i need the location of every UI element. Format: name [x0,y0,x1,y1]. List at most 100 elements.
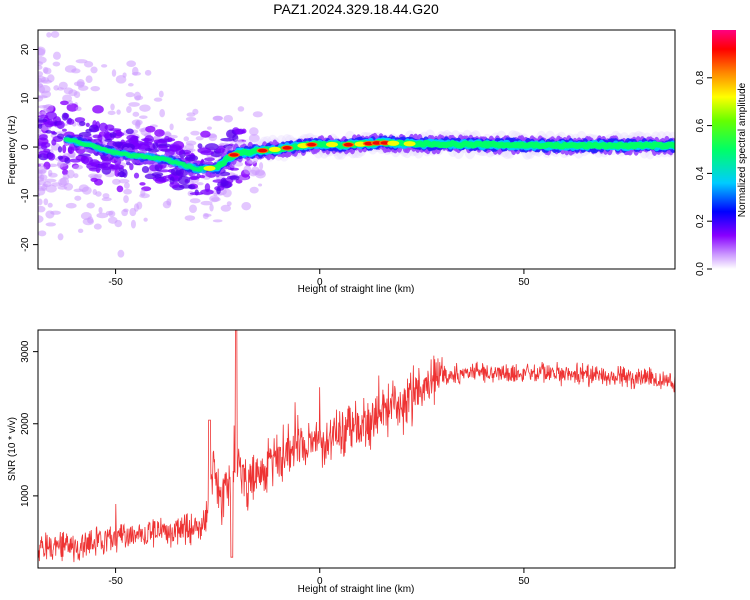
heatmap-cell-41 [258,183,263,187]
heatmap-cell-648 [129,163,134,171]
heatmap-cell-176 [66,103,79,112]
snr-series-line [38,330,675,563]
snr-x-label: Height of straight line (km) [298,584,415,595]
heatmap-cell-533 [45,111,57,121]
heatmap-cell-60 [184,215,196,221]
heatmap-cell-612 [158,145,168,152]
heatmap-cell-67 [126,60,137,68]
heatmap-cell-278 [189,198,201,204]
heatmap-cell-292 [244,159,253,167]
heatmap-cell-249 [92,105,104,114]
heatmap-cell-2034 [229,153,239,157]
heatmap-cell-199 [38,71,44,77]
snr-y-ticks: 1000 2000 3000 [20,340,38,507]
heatmap-cell-131 [46,32,52,38]
heatmap-cell-629 [47,121,55,126]
snr-y-tick-label: 1000 [20,484,31,507]
heatmap-cell-282 [38,230,47,237]
heatmap-cell-234 [48,172,58,178]
heatmap-cell-2053 [387,140,400,146]
snr-x-tick-label: 0 [317,576,323,587]
heatmap-cell-2054 [403,141,416,147]
heatmap-cell-313 [159,108,166,118]
heatmap-cell-229 [237,106,245,112]
spectrogram-x-tick-label: -50 [108,277,123,288]
heatmap-cell-324 [58,178,67,187]
heatmap-cell-566 [185,154,199,162]
heatmap-cell-107 [55,131,66,135]
heatmap-cell-574 [38,118,48,123]
heatmap-cell-555 [178,184,193,189]
colorbar-label: Normalized spectral amplitude [737,82,748,217]
heatmap-cell-2043 [326,141,338,148]
heatmap-cell-197 [195,136,204,141]
heatmap-cell-631 [200,150,214,156]
heatmap-cell-381 [56,162,68,167]
heatmap-cell-518 [223,144,233,149]
heatmap-cell-622 [47,152,56,161]
heatmap-cell-74 [52,61,61,67]
heatmap-cell-208 [73,188,84,193]
spectrogram-y-tick-label: 20 [20,44,31,56]
heatmap-cell-2037 [268,146,281,153]
heatmap-cell-277 [248,134,260,143]
heatmap-cell-512 [188,175,200,181]
heatmap-cell-194 [96,212,109,219]
heatmap-cell-237 [75,106,82,112]
heatmap-cell-392 [43,104,54,113]
heatmap-cell-315 [73,91,81,99]
colorbar-tick-label: 0.6 [695,118,706,132]
heatmap-cell-231 [208,133,218,142]
heatmap-cell-320 [164,132,172,137]
figure-title: PAZ1.2024.329.18.44.G20 [273,1,439,17]
heatmap-cell-227 [38,46,46,56]
heatmap-cell-403 [117,249,125,258]
heatmap-cell-480 [115,131,125,137]
heatmap-cell-361 [62,169,69,176]
heatmap-cell-411 [38,95,44,102]
heatmap-cell-2052 [380,141,390,145]
heatmap-cell-349 [186,112,196,117]
colorbar-ticks: 0.0 0.2 0.4 0.6 0.8 [695,70,712,276]
spectrogram-x-ticks: -50 0 50 [108,269,530,288]
heatmap-cell-570 [216,186,221,195]
spectrogram-x-label: Height of straight line (km) [298,284,415,295]
heatmap-cell-661 [200,189,214,195]
heatmap-cell-579 [64,157,71,164]
colorbar-tick-label: 0.8 [695,70,706,84]
heatmap-cell-675 [99,162,113,171]
heatmap-cell-544 [45,129,52,134]
heatmap-cell-181 [143,217,148,222]
heatmap-cell-291 [139,128,147,133]
heatmap-cell-250 [252,158,258,163]
heatmap-cell-30 [86,202,95,209]
spectrogram-frame [37,29,676,270]
heatmap-cell-84 [116,185,124,193]
heatmap-cell-448 [197,143,203,149]
heatmap-cell-295 [85,75,93,84]
heatmap-cell-263 [123,188,132,195]
heatmap-cell-417 [133,91,142,101]
heatmap-cell-72 [75,59,88,64]
heatmap-cell-387 [130,219,136,229]
heatmap-cell-528 [78,153,91,157]
heatmap-cell-496 [103,130,110,139]
heatmap-cell-217 [183,136,190,142]
heatmap-cell-515 [57,146,63,153]
snr-x-tick-label: 50 [518,576,530,587]
snr-y-label: SNR (10 * v/v) [7,417,18,481]
heatmap-cell-572 [89,124,100,133]
heatmap-cell-306 [105,210,114,216]
heatmap-cell-207 [135,119,141,128]
heatmap-cell-636 [108,128,122,132]
heatmap-cell-646 [229,175,240,181]
heatmap-cell-672 [50,130,56,134]
heatmap-cell-535 [109,132,117,138]
heatmap-cell-81 [107,110,116,116]
heatmap-cell-122 [50,30,60,38]
heatmap-cell-594 [215,148,227,153]
heatmap-cell-616 [152,142,159,150]
heatmap-cell-272 [200,130,211,138]
heatmap-cell-102 [90,66,98,74]
heatmap-cell-600 [125,128,134,135]
